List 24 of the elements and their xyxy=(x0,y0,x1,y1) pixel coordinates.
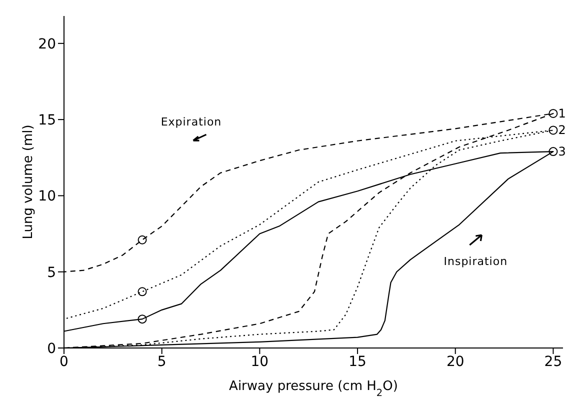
y-tick-label: 0 xyxy=(47,340,56,357)
x-tick-label: 20 xyxy=(446,354,464,370)
point xyxy=(138,287,147,296)
annotation: Expiration xyxy=(160,116,222,129)
point xyxy=(548,126,558,135)
y-tick-label: 10 xyxy=(38,188,56,205)
x-tick-label: 0 xyxy=(60,354,68,370)
series-label: 1 xyxy=(558,106,566,120)
x-axis-title: Airway pressure (cm H$_{2}$O) xyxy=(229,379,398,398)
x-tick-label: 15 xyxy=(348,354,366,370)
series-label: 3 xyxy=(558,144,566,159)
point xyxy=(548,108,558,118)
y-tick-label: 20 xyxy=(38,36,56,52)
annotation: Inspiration xyxy=(444,255,508,268)
x-tick-label: 5 xyxy=(157,354,166,370)
y-tick-label: 5 xyxy=(47,264,56,281)
x-tick-label: 10 xyxy=(250,354,269,370)
y-axis-title: Lung volume (ml) xyxy=(21,124,36,240)
x-tick-label: 25 xyxy=(544,354,562,370)
point xyxy=(548,147,558,156)
point xyxy=(138,314,147,324)
series-label: 2 xyxy=(558,123,566,138)
y-tick-label: 15 xyxy=(38,112,56,129)
point xyxy=(138,235,147,244)
